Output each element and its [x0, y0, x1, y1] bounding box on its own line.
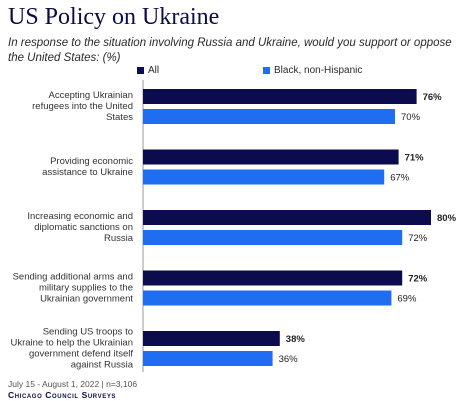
bar-all: [143, 149, 399, 165]
category-label: against Russia: [71, 360, 134, 371]
category-label: Ukraine to help the Ukrainian: [10, 338, 133, 349]
category-label: diplomatic sanctions on: [34, 222, 133, 233]
category-label: Accepting Ukrainian: [49, 90, 134, 101]
legend-swatch-all: [137, 67, 144, 74]
bar-black-non-hispanic: [143, 230, 403, 245]
category-label: Russia: [104, 233, 134, 244]
bar-all: [143, 270, 403, 286]
category-label: Sending US troops to: [43, 327, 133, 338]
legend-item-black-non-hispanic: Black, non-Hispanic: [263, 65, 362, 76]
source-brand: Chicago Council Surveys: [8, 390, 117, 400]
data-label: 67%: [390, 173, 410, 184]
data-label: 69%: [397, 294, 417, 305]
bar-black-non-hispanic: [143, 290, 392, 306]
bar-all: [143, 89, 417, 104]
category-label: States: [106, 112, 133, 123]
data-label: 80%: [437, 213, 457, 224]
category-label: military supplies to the: [39, 283, 133, 294]
category-label: government defend itself: [29, 349, 133, 360]
data-label: 72%: [408, 233, 428, 244]
legend-label-black-non-hispanic: Black, non-Hispanic: [274, 65, 363, 76]
data-label: 70%: [401, 112, 421, 123]
category-label: assistance to Ukraine: [42, 167, 133, 178]
bar-all: [143, 331, 280, 346]
legend-swatch-black-non-hispanic: [263, 67, 270, 74]
data-label: 72%: [408, 274, 428, 285]
legend-label-all: All: [148, 65, 160, 76]
data-label: 71%: [405, 153, 425, 164]
data-label: 76%: [423, 92, 443, 103]
category-label: refugees into the United: [32, 101, 133, 112]
chart-title: US Policy on Ukraine: [8, 4, 220, 30]
data-label: 38%: [286, 334, 306, 345]
survey-date-note: July 15 - August 1, 2022 | n=3,106: [8, 379, 138, 389]
chart-subtitle: In response to the situation involving R…: [8, 37, 452, 64]
bar-black-non-hispanic: [143, 351, 273, 366]
category-label: Ukrainian government: [40, 294, 133, 305]
bar-black-non-hispanic: [143, 109, 395, 124]
legend-item-all: All: [137, 65, 159, 76]
bar-black-non-hispanic: [143, 169, 385, 185]
category-label: Providing economic: [50, 156, 133, 167]
category-label: Sending additional arms and: [13, 272, 133, 283]
bar-all: [143, 210, 431, 225]
category-label: Increasing economic and: [27, 211, 133, 222]
data-label: 36%: [279, 354, 299, 365]
